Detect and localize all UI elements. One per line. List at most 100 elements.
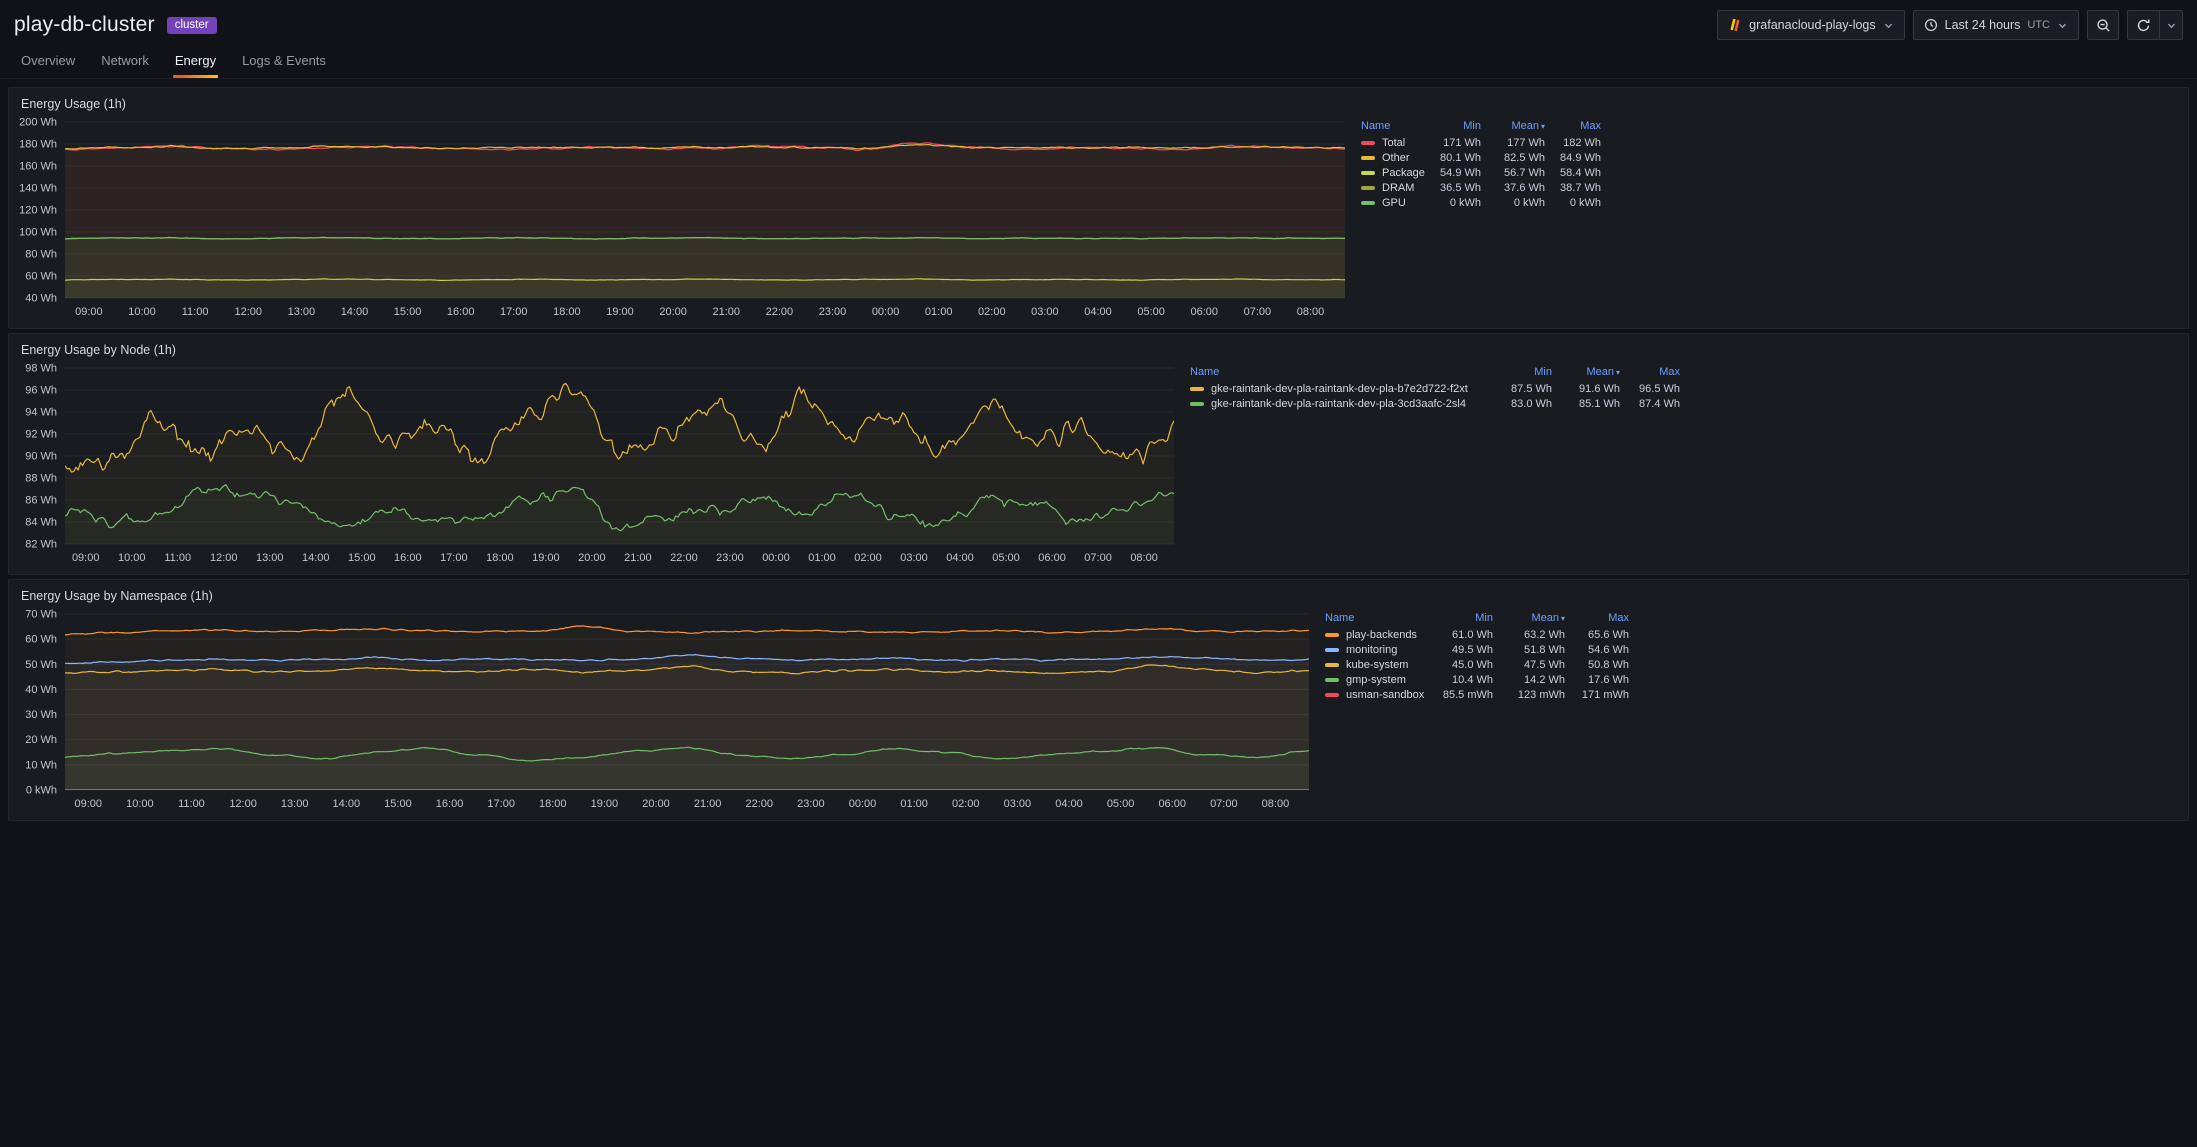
x-tick-label: 19:00 <box>591 798 619 810</box>
x-tick-label: 09:00 <box>74 798 102 810</box>
series-color-swatch <box>1361 200 1375 205</box>
tab-logs-events[interactable]: Logs & Events <box>242 53 326 68</box>
panel-title[interactable]: Energy Usage by Namespace (1h) <box>21 589 213 603</box>
x-tick-label: 06:00 <box>1158 798 1186 810</box>
legend-header-mean[interactable]: Mean ▾ <box>1531 612 1565 624</box>
series-line-gke-raintank-dev-pla-raintank-dev-pla-3cd3aafc-2sl4 <box>65 484 1174 532</box>
y-tick-label: 160 Wh <box>19 161 57 173</box>
tab-energy[interactable]: Energy <box>164 44 227 78</box>
series-line-play-backends <box>65 625 1309 636</box>
y-tick-label: 88 Wh <box>25 473 57 485</box>
legend-header-mean[interactable]: Mean ▾ <box>1511 120 1545 132</box>
legend-header-mean[interactable]: Mean ▾ <box>1586 366 1620 378</box>
tab-bar: Overview Network Energy Logs & Events <box>0 44 2197 79</box>
legend: Name Min Mean ▾ Max Total 171 Wh 177 Wh 182 Wh Ot… <box>1361 116 1601 210</box>
time-range-label: Last 24 hours <box>1944 18 2021 32</box>
x-tick-label: 11:00 <box>164 552 191 564</box>
legend-header-name[interactable]: Name <box>1361 120 1391 132</box>
legend-mean-value: 85.1 Wh <box>1579 397 1620 410</box>
legend-series-package[interactable]: Package <box>1361 165 1425 180</box>
legend-series-other[interactable]: Other <box>1361 150 1425 165</box>
x-tick-label: 23:00 <box>819 306 847 318</box>
y-tick-label: 40 Wh <box>25 293 57 305</box>
panel-energy-usage-1h: Energy Usage (1h) 200 Wh 180 Wh 160 Wh 140 W… <box>8 87 2189 329</box>
x-tick-label: 13:00 <box>281 798 309 810</box>
legend-header-name[interactable]: Name <box>1325 612 1355 624</box>
datasource-picker[interactable]: grafanacloud-play-logs <box>1717 10 1905 40</box>
legend-min-value: 171 Wh <box>1443 136 1481 149</box>
x-tick-label: 07:00 <box>1084 552 1112 564</box>
tab-network[interactable]: Network <box>101 53 149 68</box>
x-tick-label: 11:00 <box>182 306 209 318</box>
refresh-interval-dropdown[interactable] <box>2159 10 2183 40</box>
legend-max-value: 58.4 Wh <box>1560 166 1601 179</box>
tab-overview[interactable]: Overview <box>21 53 76 68</box>
x-tick-label: 18:00 <box>486 552 514 564</box>
chevron-down-icon <box>1883 20 1894 31</box>
legend-header-min[interactable]: Min <box>1463 120 1481 132</box>
series-area-total <box>65 142 1345 298</box>
legend-series-kube-system[interactable]: kube-system <box>1325 657 1429 672</box>
series-line-other <box>65 144 1345 150</box>
x-tick-label: 04:00 <box>1084 306 1112 318</box>
panel-energy-usage-by-namespace-1h: Energy Usage by Namespace (1h) 70 Wh 60 Wh… <box>8 579 2189 821</box>
series-color-swatch <box>1361 185 1375 190</box>
legend-header-max[interactable]: Max <box>1608 612 1629 624</box>
legend-header-name[interactable]: Name <box>1190 366 1220 378</box>
legend-max-value: 17.6 Wh <box>1588 673 1629 686</box>
time-range-picker[interactable]: Last 24 hours UTC <box>1912 10 2079 40</box>
x-tick-label: 20:00 <box>659 306 687 318</box>
legend-mean-value: 56.7 Wh <box>1504 166 1545 179</box>
refresh-button[interactable] <box>2127 10 2159 40</box>
x-tick-label: 13:00 <box>256 552 284 564</box>
legend-series-gpu[interactable]: GPU <box>1361 195 1425 210</box>
timeseries-plot[interactable]: 70 Wh 60 Wh 50 Wh 40 Wh 30 Wh 20 Wh 10 Wh 0 kWh… <box>15 608 1315 814</box>
series-area-gpu <box>65 237 1345 298</box>
refresh-split-button <box>2127 10 2183 40</box>
legend-header-max[interactable]: Max <box>1580 120 1601 132</box>
timeseries-plot[interactable]: 200 Wh 180 Wh 160 Wh 140 Wh 120 Wh 100 Wh 80 W… <box>15 116 1351 322</box>
panels-container: Energy Usage (1h) 200 Wh 180 Wh 160 Wh 140 W… <box>0 79 2197 833</box>
legend-header-max[interactable]: Max <box>1659 366 1680 378</box>
y-tick-label: 140 Wh <box>19 183 57 195</box>
legend-min-value: 54.9 Wh <box>1440 166 1481 179</box>
legend-max-value: 96.5 Wh <box>1639 382 1680 395</box>
panel-title[interactable]: Energy Usage by Node (1h) <box>21 343 176 357</box>
legend-series-gke-raintank-dev-pla-raintank-dev-pla-3cd3aafc-2sl4[interactable]: gke-raintank-dev-pla-raintank-dev-pla-3c… <box>1190 396 1492 411</box>
legend-min-value: 49.5 Wh <box>1452 643 1493 656</box>
x-tick-label: 04:00 <box>1055 798 1083 810</box>
timeseries-plot[interactable]: 98 Wh 96 Wh 94 Wh 92 Wh 90 Wh 88 Wh 86 Wh 84 Wh… <box>15 362 1180 568</box>
x-tick-label: 06:00 <box>1038 552 1066 564</box>
panel-title[interactable]: Energy Usage (1h) <box>21 97 126 111</box>
toolbar: grafanacloud-play-logs Last 24 hours UTC <box>1717 10 2183 40</box>
legend-series-monitoring[interactable]: monitoring <box>1325 642 1429 657</box>
dashboard-header: play-db-cluster cluster grafanacloud-pla… <box>0 0 2197 42</box>
x-tick-label: 11:00 <box>178 798 205 810</box>
legend-header-min[interactable]: Min <box>1534 366 1552 378</box>
x-tick-label: 21:00 <box>624 552 652 564</box>
y-tick-label: 50 Wh <box>25 659 57 671</box>
zoom-out-button[interactable] <box>2087 10 2119 40</box>
y-tick-label: 90 Wh <box>25 451 57 463</box>
x-tick-label: 14:00 <box>341 306 369 318</box>
legend-mean-value: 37.6 Wh <box>1504 181 1545 194</box>
legend-min-value: 83.0 Wh <box>1511 397 1552 410</box>
x-tick-label: 23:00 <box>716 552 744 564</box>
x-tick-label: 19:00 <box>606 306 634 318</box>
series-color-swatch <box>1190 386 1204 391</box>
y-tick-label: 94 Wh <box>25 407 57 419</box>
x-tick-label: 10:00 <box>128 306 156 318</box>
legend-series-total[interactable]: Total <box>1361 135 1425 150</box>
legend-header-min[interactable]: Min <box>1475 612 1493 624</box>
legend-series-gke-raintank-dev-pla-raintank-dev-pla-b7e2d722-f2xt[interactable]: gke-raintank-dev-pla-raintank-dev-pla-b7… <box>1190 381 1492 396</box>
legend-mean-value: 177 Wh <box>1507 136 1545 149</box>
legend-series-dram[interactable]: DRAM <box>1361 180 1425 195</box>
legend-series-play-backends[interactable]: play-backends <box>1325 627 1429 642</box>
series-color-swatch <box>1325 647 1339 652</box>
sort-caret-icon: ▾ <box>1615 368 1620 377</box>
legend-series-usman-sandbox[interactable]: usman-sandbox <box>1325 687 1429 702</box>
series-color-swatch <box>1361 155 1375 160</box>
legend-min-value: 85.5 mWh <box>1442 688 1493 701</box>
legend-series-gmp-system[interactable]: gmp-system <box>1325 672 1429 687</box>
series-line-package <box>65 278 1345 281</box>
